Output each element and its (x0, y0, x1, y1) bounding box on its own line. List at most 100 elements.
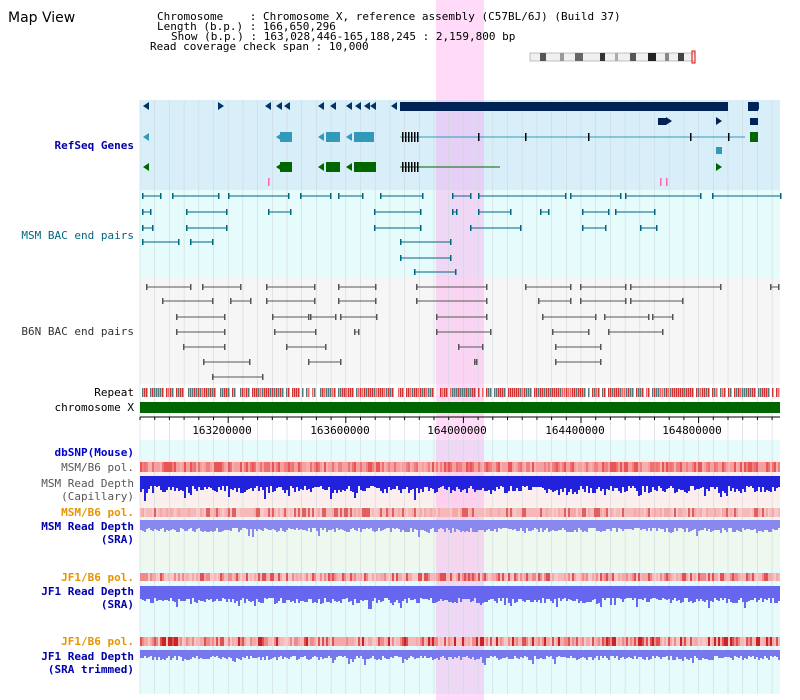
depth-bar (324, 476, 326, 490)
depth-bar (666, 650, 668, 656)
bac-end (420, 225, 422, 231)
depth-bar (684, 650, 686, 657)
depth-bar (706, 586, 708, 600)
gene-exon (405, 162, 407, 172)
depth-bar (180, 520, 182, 528)
depth-bar (674, 520, 676, 528)
depth-bar (654, 586, 656, 598)
pol-cell (164, 508, 166, 517)
pol-cell (648, 508, 650, 517)
pol-cell (280, 573, 282, 581)
depth-bar (706, 476, 708, 489)
repeat-mark (384, 388, 386, 397)
repeat-mark (352, 388, 354, 397)
dbsnp-label[interactable]: dbSNP(Mouse) (54, 446, 134, 459)
repeat-mark (234, 388, 236, 397)
depth-bar (652, 476, 654, 487)
pol-cell (150, 637, 152, 646)
repeat-mark (326, 388, 328, 397)
depth-bar (516, 586, 518, 602)
pol-cell (540, 637, 542, 646)
pol-cell (316, 637, 318, 646)
depth-bar (142, 476, 144, 489)
pol-cell (386, 637, 388, 646)
pol-cell (172, 508, 174, 517)
pol-cell (482, 637, 484, 646)
depth-bar (218, 650, 220, 658)
depth-bar (690, 586, 692, 601)
repeat-mark (200, 388, 202, 397)
depth-bar (714, 586, 716, 598)
pol-cell (472, 573, 474, 581)
depth-bar (338, 650, 340, 656)
refseq-label[interactable]: RefSeq Genes (54, 139, 134, 152)
pol-cell (506, 573, 508, 581)
depth-bar (468, 476, 470, 488)
depth-bar (210, 476, 212, 488)
pol-cell (684, 573, 686, 581)
pol-cell (234, 462, 236, 472)
depth-bar (178, 476, 180, 491)
pol-cell (438, 508, 440, 517)
pol-cell (746, 508, 748, 517)
pol-cell (244, 508, 246, 517)
depth-bar (290, 650, 292, 657)
depth-bar (472, 476, 474, 489)
pol-cell (648, 573, 650, 581)
pol-cell (538, 637, 540, 646)
depth-bar (554, 520, 556, 531)
depth-bar (414, 476, 416, 500)
depth-bar (478, 476, 480, 490)
depth-bar (460, 650, 462, 660)
pol-cell (650, 462, 652, 472)
depth-bar (622, 650, 624, 657)
depth-bar (724, 650, 726, 657)
pol-cell (448, 508, 450, 517)
b6n-bac-label[interactable]: B6N BAC end pairs (21, 325, 134, 338)
pol-cell (414, 508, 416, 517)
pol-cell (506, 508, 508, 517)
pol-cell (236, 462, 238, 472)
depth-bar (558, 586, 560, 598)
msm-bac-label[interactable]: MSM BAC end pairs (21, 229, 134, 242)
depth-bar (590, 520, 592, 528)
pol-cell (498, 637, 500, 646)
depth-bar (514, 520, 516, 529)
depth-bar (234, 520, 236, 528)
pol-cell (212, 508, 214, 517)
pol-cell (772, 637, 774, 646)
depth-bar (310, 520, 312, 532)
depth-bar (468, 650, 470, 658)
depth-bar (434, 650, 436, 659)
repeat-mark (242, 388, 244, 397)
depth-bar (396, 476, 398, 486)
pol-cell (744, 462, 746, 472)
pol-cell (568, 462, 570, 472)
pol-cell (742, 573, 744, 581)
pol-cell (574, 573, 576, 581)
pol-cell (414, 462, 416, 472)
pol-cell (344, 462, 346, 472)
depth-bar (388, 586, 390, 600)
depth-bar (422, 476, 424, 492)
depth-bar (160, 520, 162, 529)
depth-bar (714, 650, 716, 656)
depth-bar (362, 650, 364, 659)
depth-bar (156, 586, 158, 601)
pol-cell (664, 637, 666, 646)
pol-cell (220, 508, 222, 517)
depth-bar (184, 476, 186, 498)
pol-cell (148, 508, 150, 517)
depth-bar (412, 650, 414, 657)
pol-cell (772, 508, 774, 517)
depth-bar (690, 476, 692, 486)
depth-bar (400, 476, 402, 493)
pol-cell (228, 573, 230, 581)
depth-bar (766, 650, 768, 658)
pol-cell (510, 462, 512, 472)
repeat-track (142, 388, 780, 397)
pol-cell (498, 573, 500, 581)
pol-cell (338, 637, 340, 646)
pol-cell (634, 462, 636, 472)
